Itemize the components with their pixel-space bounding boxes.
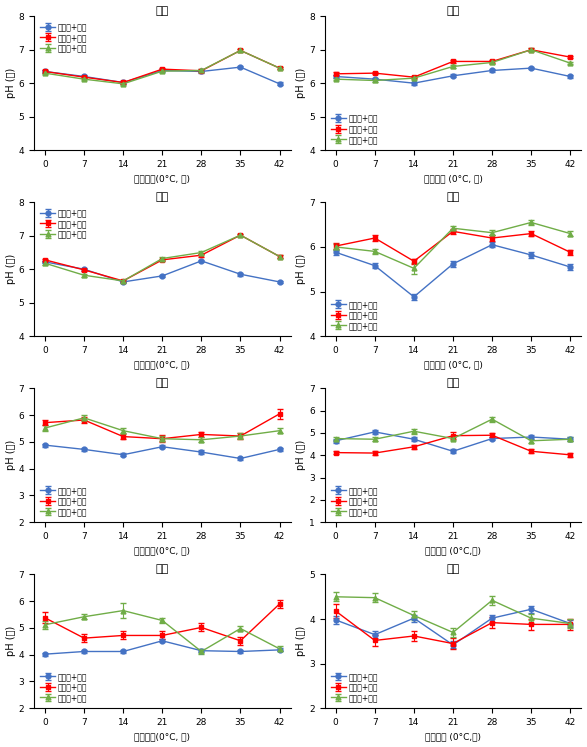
Y-axis label: pH (것): pH (것) <box>296 68 306 99</box>
Y-axis label: pH (대): pH (대) <box>296 626 306 657</box>
X-axis label: 저장기간 (0°C,일): 저장기간 (0°C,일) <box>425 546 481 555</box>
Title: 특급: 특급 <box>156 5 169 16</box>
Legend: 손질유+개선, 손질유+관행, 손질무+관행: 손질유+개선, 손질유+관행, 손질무+관행 <box>328 670 380 704</box>
Title: 특급: 특급 <box>156 564 169 574</box>
X-axis label: 저장기간 (0°C,일): 저장기간 (0°C,일) <box>425 733 481 742</box>
Title: 상급: 상급 <box>446 564 460 574</box>
Title: 특급: 특급 <box>156 378 169 388</box>
X-axis label: 저장기간 (0°C, 일): 저장기간 (0°C, 일) <box>424 174 483 183</box>
X-axis label: 저장기간 (0°C, 일): 저장기간 (0°C, 일) <box>424 360 483 369</box>
X-axis label: 저장기간(0°C, 일): 저장기간(0°C, 일) <box>134 174 190 183</box>
Y-axis label: pH (것): pH (것) <box>5 68 16 99</box>
Legend: 손질유+개선, 손질유+관행, 손질무+관행: 손질유+개선, 손질유+관행, 손질무+관행 <box>328 297 380 332</box>
Legend: 손질유+개선, 손질유+관행, 손질무+관행: 손질유+개선, 손질유+관행, 손질무+관행 <box>328 111 380 146</box>
Legend: 손질유+개선, 손질유+관행, 손질무+관행: 손질유+개선, 손질유+관행, 손질무+관행 <box>38 206 89 241</box>
Title: 상급: 상급 <box>446 192 460 202</box>
Y-axis label: pH (대): pH (대) <box>5 254 16 285</box>
X-axis label: 저장기간(0°C, 일): 저장기간(0°C, 일) <box>134 360 190 369</box>
X-axis label: 저장기간(0°C, 일): 저장기간(0°C, 일) <box>134 546 190 555</box>
Legend: 손질유+개선, 손질유+관행, 손질무+관행: 손질유+개선, 손질유+관행, 손질무+관행 <box>38 20 89 55</box>
X-axis label: 저장기간(0°C, 일): 저장기간(0°C, 일) <box>134 733 190 742</box>
Legend: 손질유+개선, 손질유+관행, 손질무+관행: 손질유+개선, 손질유+관행, 손질무+관행 <box>38 483 89 518</box>
Y-axis label: pH (대): pH (대) <box>5 626 16 657</box>
Y-axis label: pH (것): pH (것) <box>296 440 306 471</box>
Legend: 손질유+개선, 손질유+관행, 손질무+관행: 손질유+개선, 손질유+관행, 손질무+관행 <box>38 670 89 704</box>
Title: 상급: 상급 <box>446 378 460 388</box>
Legend: 손질유+개선, 손질유+관행, 손질무+관행: 손질유+개선, 손질유+관행, 손질무+관행 <box>328 483 380 518</box>
Title: 상급: 상급 <box>446 5 460 16</box>
Title: 특급: 특급 <box>156 192 169 202</box>
Y-axis label: pH (대): pH (대) <box>296 254 306 285</box>
Y-axis label: pH (것): pH (것) <box>5 440 16 471</box>
